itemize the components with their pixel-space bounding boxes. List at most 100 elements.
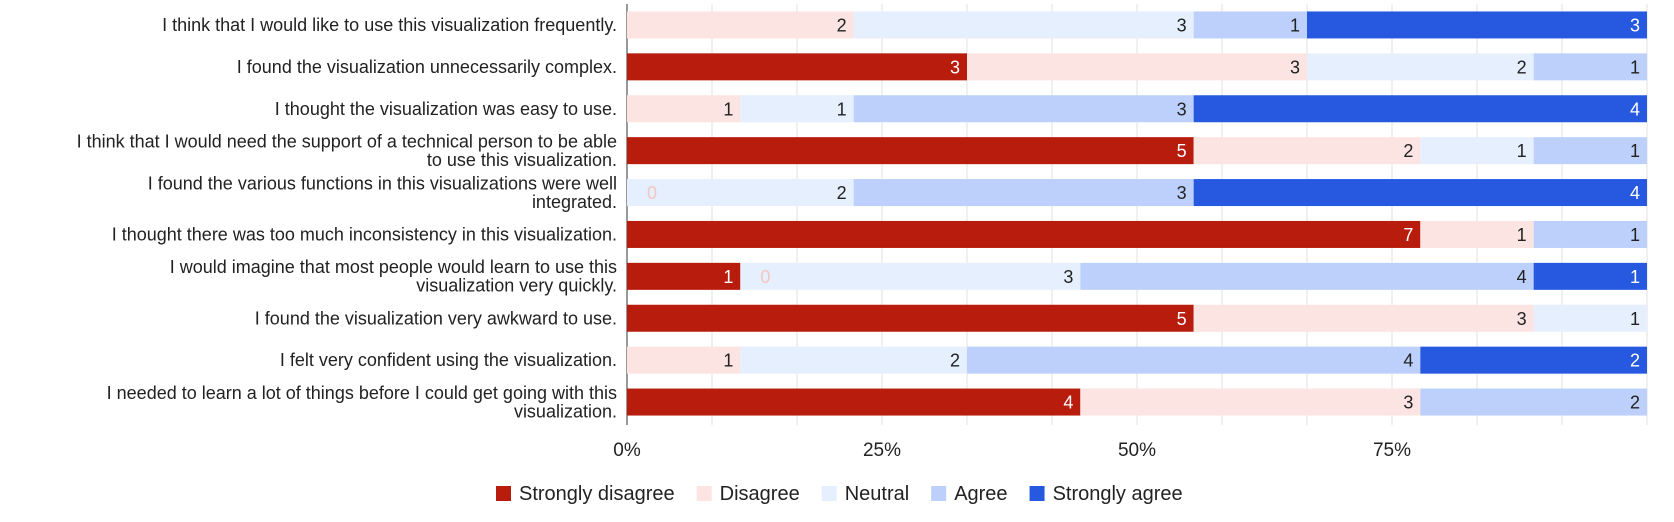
category-label-line: I would imagine that most people would l… — [170, 257, 617, 277]
legend-label: Agree — [954, 483, 1007, 505]
category-label-line: I felt very confident using the visualiz… — [280, 350, 617, 370]
category-label-line: I think that I would need the support of… — [77, 131, 617, 151]
x-tick-label: 0% — [613, 440, 641, 461]
legend-swatch — [822, 486, 837, 501]
legend-swatch — [697, 486, 712, 501]
category-label: I found the various functions in this vi… — [148, 173, 617, 212]
x-tick-label: 50% — [1118, 440, 1156, 461]
data-label: 1 — [837, 99, 847, 119]
data-label: 1 — [723, 267, 733, 287]
data-label: 1 — [1290, 15, 1300, 35]
category-label: I think that I would need the support of… — [77, 131, 617, 170]
data-label: 1 — [723, 351, 733, 371]
bar-segment — [1420, 347, 1647, 374]
bar-segment — [740, 263, 1080, 290]
bar-segment — [627, 221, 1420, 248]
data-label: 2 — [1630, 351, 1640, 371]
data-label: 5 — [1177, 141, 1187, 161]
data-label: 1 — [1630, 57, 1640, 77]
data-label: 3 — [1290, 57, 1300, 77]
category-label-line: I needed to learn a lot of things before… — [107, 383, 617, 403]
bar-segment — [1307, 11, 1647, 38]
bar-segment — [1194, 137, 1421, 164]
data-label: 1 — [1630, 225, 1640, 245]
data-label: 2 — [950, 351, 960, 371]
data-label: 4 — [1063, 393, 1073, 413]
bar-segment — [1194, 95, 1647, 122]
legend-swatch — [1030, 486, 1045, 501]
bar-segment — [1194, 179, 1647, 206]
legend-label: Strongly disagree — [519, 483, 675, 505]
data-label: 2 — [837, 183, 847, 203]
category-label-line: I thought there was too much inconsisten… — [112, 224, 617, 244]
data-label: 1 — [723, 99, 733, 119]
zero-data-label: 0 — [647, 183, 657, 203]
data-label: 3 — [1177, 183, 1187, 203]
x-tick-label: 75% — [1373, 440, 1411, 461]
bar-segment — [627, 11, 854, 38]
category-label-line: I thought the visualization was easy to … — [275, 99, 617, 119]
category-label: I found the visualization very awkward t… — [255, 308, 617, 328]
bar-segment — [854, 95, 1194, 122]
bar-segment — [967, 53, 1307, 80]
bar-segment — [627, 179, 854, 206]
category-labels: I think that I would like to use this vi… — [77, 15, 617, 421]
data-label: 1 — [1517, 141, 1527, 161]
data-label: 3 — [1063, 267, 1073, 287]
bar-segment — [1420, 389, 1647, 416]
bar-segment — [854, 11, 1194, 38]
bar-segment — [1080, 263, 1533, 290]
category-label: I felt very confident using the visualiz… — [280, 350, 617, 370]
x-tick-labels: 0% 25% 50% 75% — [613, 440, 1411, 461]
data-label: 3 — [950, 57, 960, 77]
bar-segment — [740, 347, 967, 374]
category-label: I needed to learn a lot of things before… — [107, 383, 617, 422]
data-label: 2 — [1517, 57, 1527, 77]
data-label: 4 — [1630, 183, 1640, 203]
data-label: 4 — [1517, 267, 1527, 287]
data-label: 3 — [1177, 99, 1187, 119]
data-label: 2 — [1403, 141, 1413, 161]
data-label: 3 — [1177, 15, 1187, 35]
data-label: 1 — [1630, 267, 1640, 287]
bar-segment — [627, 389, 1080, 416]
legend-label: Neutral — [845, 483, 909, 505]
bar-segment — [1080, 389, 1420, 416]
data-label: 3 — [1630, 15, 1640, 35]
category-label-line: visualization very quickly. — [416, 276, 617, 296]
data-label: 2 — [1630, 393, 1640, 413]
data-label: 1 — [1630, 141, 1640, 161]
bar-segment — [1307, 53, 1534, 80]
zero-data-label: 0 — [760, 267, 770, 287]
data-label: 3 — [1517, 309, 1527, 329]
data-label: 7 — [1403, 225, 1413, 245]
bar-segment — [627, 305, 1194, 332]
legend-swatch — [496, 486, 511, 501]
data-label: 4 — [1403, 351, 1413, 371]
data-label: 3 — [1403, 393, 1413, 413]
category-label: I would imagine that most people would l… — [170, 257, 617, 296]
bar-segment — [854, 179, 1194, 206]
legend-swatch — [931, 486, 946, 501]
category-label: I think that I would like to use this vi… — [162, 15, 617, 35]
x-tick-label: 25% — [863, 440, 901, 461]
data-label: 1 — [1630, 309, 1640, 329]
legend-label: Strongly agree — [1053, 483, 1183, 505]
category-label-line: I think that I would like to use this vi… — [162, 15, 617, 35]
category-label: I thought there was too much inconsisten… — [112, 224, 617, 244]
category-label-line: visualization. — [514, 401, 617, 421]
bar-segment — [967, 347, 1420, 374]
legend: Strongly disagree Disagree Neutral Agree Str… — [496, 483, 1183, 505]
legend-label: Disagree — [720, 483, 800, 505]
category-label-line: I found the visualization unnecessarily … — [237, 57, 617, 77]
category-label-line: I found the visualization very awkward t… — [255, 308, 617, 328]
category-label-line: to use this visualization. — [427, 150, 617, 170]
category-label-line: integrated. — [532, 192, 617, 212]
data-label: 5 — [1177, 309, 1187, 329]
data-label: 2 — [837, 15, 847, 35]
category-label: I thought the visualization was easy to … — [275, 99, 617, 119]
bar-segment — [1194, 305, 1534, 332]
bar-segment — [627, 137, 1194, 164]
